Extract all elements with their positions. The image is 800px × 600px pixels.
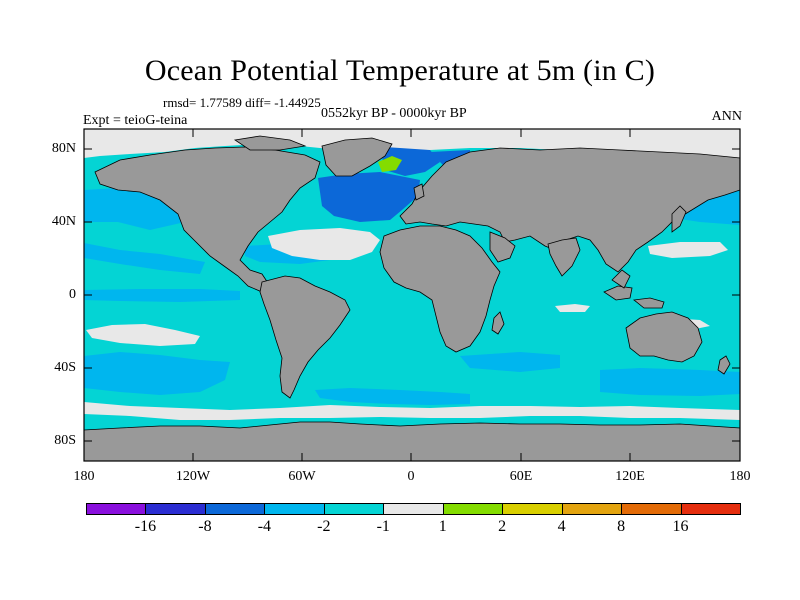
colorbar-label: -8 xyxy=(198,518,212,535)
colorbar-label: -4 xyxy=(257,518,272,535)
lat-label-40n: 40N xyxy=(51,214,76,229)
lat-label-0: 0 xyxy=(69,287,76,302)
lat-label-80s: 80S xyxy=(54,433,76,448)
lon-label-120w: 120W xyxy=(175,469,211,484)
colorbar-swatch xyxy=(323,503,385,515)
lat-ticks xyxy=(84,148,740,442)
ocean-anomaly-mid xyxy=(318,146,470,222)
land-masses xyxy=(83,135,741,462)
colorbar-swatch xyxy=(264,503,325,515)
lon-label-120e: 120E xyxy=(615,469,645,484)
colorbar-label: 2 xyxy=(498,518,507,535)
lon-label-0: 0 xyxy=(407,469,415,484)
lon-label-60w: 60W xyxy=(288,469,316,484)
colorbar-swatch xyxy=(86,503,147,515)
colorbar-swatch xyxy=(561,503,623,515)
colorbar-label: 16 xyxy=(672,518,689,535)
map-title: Ocean Potential Temperature at 5m (in C) xyxy=(144,54,656,87)
colorbar-label: -2 xyxy=(317,518,331,535)
colorbar-swatch xyxy=(680,503,741,515)
colorbar-swatch xyxy=(442,503,504,515)
lon-label-180w: 180 xyxy=(73,469,95,484)
colorbar-label: -1 xyxy=(376,518,390,535)
colorbar-swatch xyxy=(204,503,266,515)
lat-label-80n: 80N xyxy=(51,141,76,156)
colorbar-swatch xyxy=(502,503,563,515)
colorbar-label: 8 xyxy=(617,518,626,535)
lon-ticks xyxy=(192,129,631,461)
colorbar-swatch xyxy=(145,503,206,515)
season-label: ANN xyxy=(711,109,742,124)
time-period-label: 0552kyr BP - 0000kyr BP xyxy=(321,106,467,121)
experiment-label: Expt = teioG-teina xyxy=(83,113,188,128)
lon-label-60e: 60E xyxy=(509,469,533,484)
colorbar-label: 4 xyxy=(557,518,566,535)
colorbar-label: -16 xyxy=(134,518,157,535)
colorbar-swatch xyxy=(383,503,444,515)
rmsd-diff-stats: rmsd= 1.77589 diff= -1.44925 xyxy=(163,95,321,110)
colorbar-label: 1 xyxy=(438,518,447,535)
ocean-anomaly-warm xyxy=(378,156,402,172)
lat-label-40s: 40S xyxy=(54,360,76,375)
colorbar-swatch xyxy=(621,503,682,515)
lon-label-180e: 180 xyxy=(729,469,751,484)
